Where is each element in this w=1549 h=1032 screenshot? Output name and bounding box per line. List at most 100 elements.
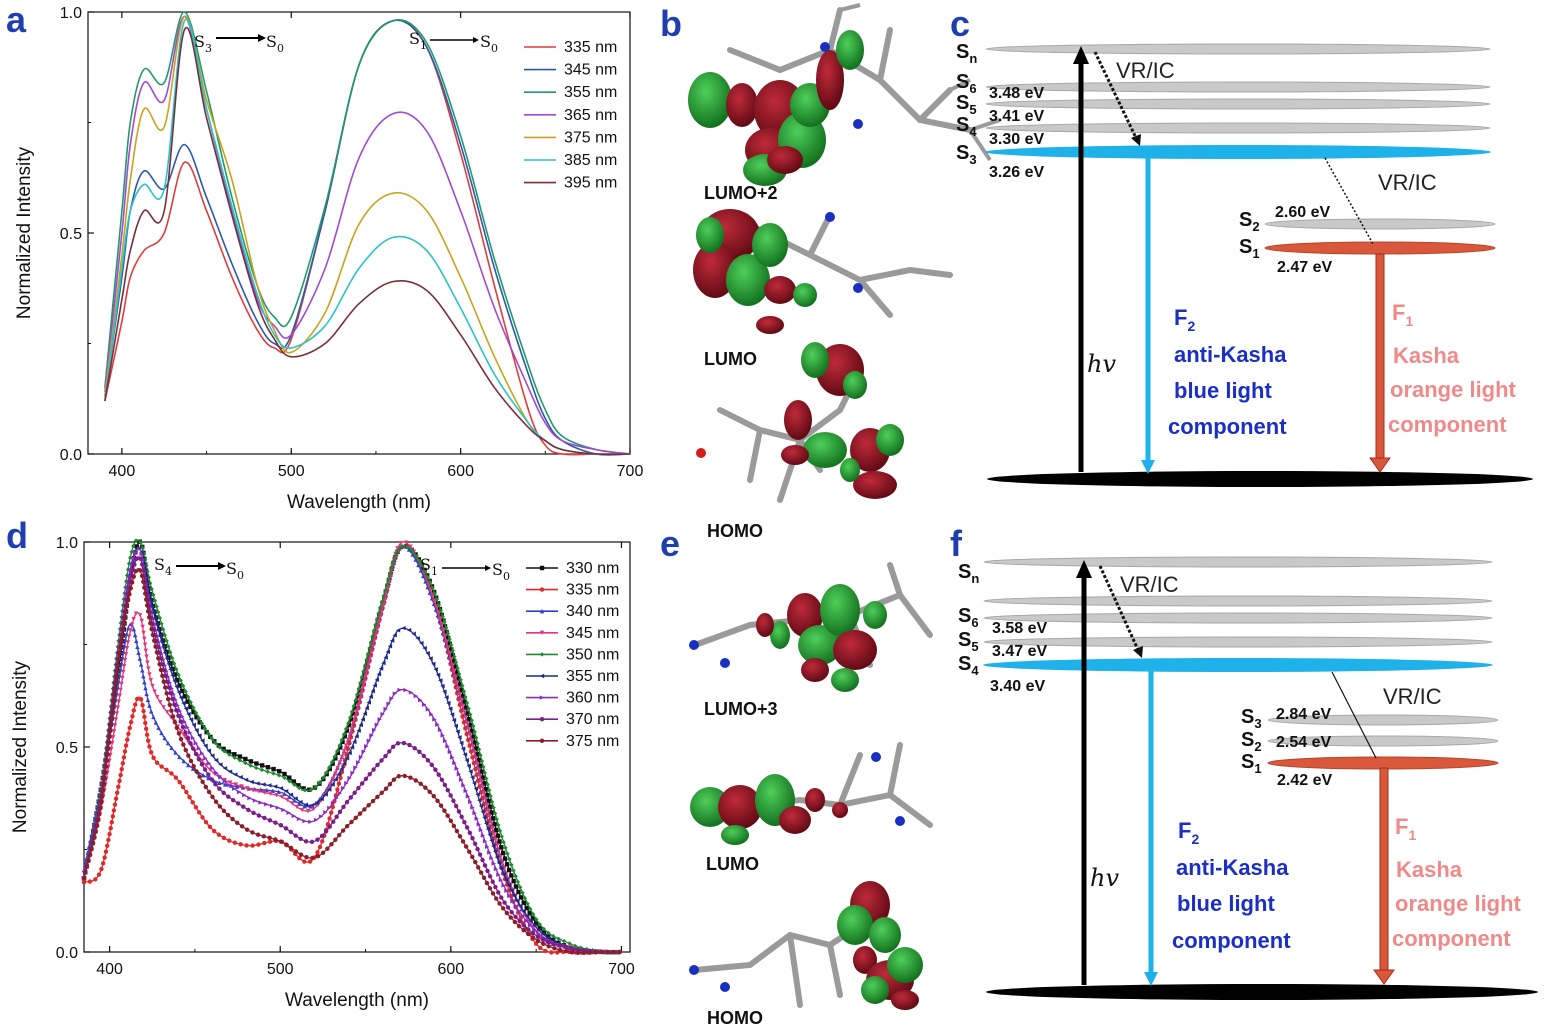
data-point [478, 753, 483, 758]
data-point [140, 624, 145, 630]
data-point [112, 692, 117, 698]
data-point [307, 859, 313, 864]
orbital-lobe-green [801, 342, 829, 378]
data-point [459, 814, 464, 820]
nitrogen-atom [720, 658, 730, 668]
data-point [506, 882, 511, 888]
data-point [403, 540, 409, 545]
data-point [493, 884, 498, 890]
data-point [487, 874, 493, 879]
data-point [436, 602, 442, 608]
data-point [510, 898, 515, 904]
data-point [451, 717, 457, 723]
data-point [419, 640, 424, 646]
data-point [343, 726, 349, 731]
data-point [485, 868, 490, 874]
data-point [412, 745, 417, 751]
data-point [447, 637, 452, 642]
ground-state [987, 471, 1533, 487]
data-point [454, 828, 460, 834]
data-point [234, 784, 240, 789]
data-point [406, 627, 412, 633]
data-point [108, 728, 113, 733]
data-point [243, 777, 249, 782]
data-point [536, 927, 541, 933]
legend-label: 340 nm [566, 603, 619, 620]
data-point [196, 746, 202, 751]
data-point [386, 701, 391, 706]
data-point [323, 792, 328, 797]
data-point [120, 675, 125, 681]
data-point [383, 655, 388, 660]
data-point [172, 702, 177, 707]
data-point [384, 582, 390, 587]
data-point [305, 809, 311, 814]
data-point [142, 636, 147, 642]
x-axis-label: Wavelength (nm) [287, 492, 431, 513]
data-point [203, 784, 209, 790]
data-point [501, 872, 506, 877]
data-point [179, 729, 184, 734]
data-point [455, 666, 460, 671]
data-point [116, 657, 122, 662]
data-point [418, 781, 423, 787]
data-point [442, 738, 448, 744]
data-point [216, 743, 221, 748]
data-point [468, 799, 473, 805]
data-point [159, 764, 164, 769]
orbital-label: LUMO+3 [704, 699, 778, 719]
data-point [368, 640, 374, 645]
level-label: S2 [1241, 729, 1262, 754]
data-point [480, 833, 486, 838]
data-point [103, 849, 109, 854]
data-point [333, 777, 338, 782]
molecule-homo [689, 881, 923, 1010]
data-point [434, 597, 440, 602]
data-point [191, 746, 196, 751]
data-point [138, 697, 144, 702]
data-point [114, 674, 119, 680]
data-point [344, 756, 350, 761]
data-point [206, 789, 212, 795]
data-point [125, 640, 131, 645]
data-point [152, 598, 158, 603]
data-point [364, 657, 369, 662]
data-point [315, 837, 320, 842]
data-point [413, 553, 419, 559]
data-point [458, 777, 464, 782]
data-point [291, 813, 297, 819]
data-point [126, 634, 132, 639]
data-point [188, 700, 193, 705]
data-point [357, 811, 363, 816]
data-point [453, 660, 459, 665]
data-point [261, 834, 266, 839]
data-point [180, 784, 186, 790]
data-point [117, 693, 122, 699]
data-point [302, 818, 307, 824]
level-s3 [985, 145, 1491, 159]
data-point [470, 805, 475, 810]
data-point [111, 729, 117, 734]
data-point [449, 712, 455, 717]
data-point [465, 711, 470, 716]
orbital-lobe-green [836, 30, 864, 70]
data-point [169, 708, 174, 713]
energy-value: 3.26 eV [989, 164, 1044, 181]
data-point [123, 743, 129, 748]
data-point [509, 888, 514, 893]
data-point [530, 935, 536, 940]
data-point [346, 720, 351, 726]
data-point [146, 738, 151, 743]
data-point [442, 633, 448, 639]
data-point [180, 724, 186, 730]
data-point [496, 849, 501, 854]
data-point [279, 794, 285, 800]
data-point [489, 838, 494, 843]
orbital-lobe-green [861, 976, 889, 1004]
molecule-lumo [693, 209, 953, 334]
legend-label: 395 nm [564, 175, 617, 192]
data-point [362, 711, 368, 716]
level-label: S1 [1239, 236, 1260, 261]
data-point [278, 839, 284, 844]
data-point [358, 722, 363, 728]
